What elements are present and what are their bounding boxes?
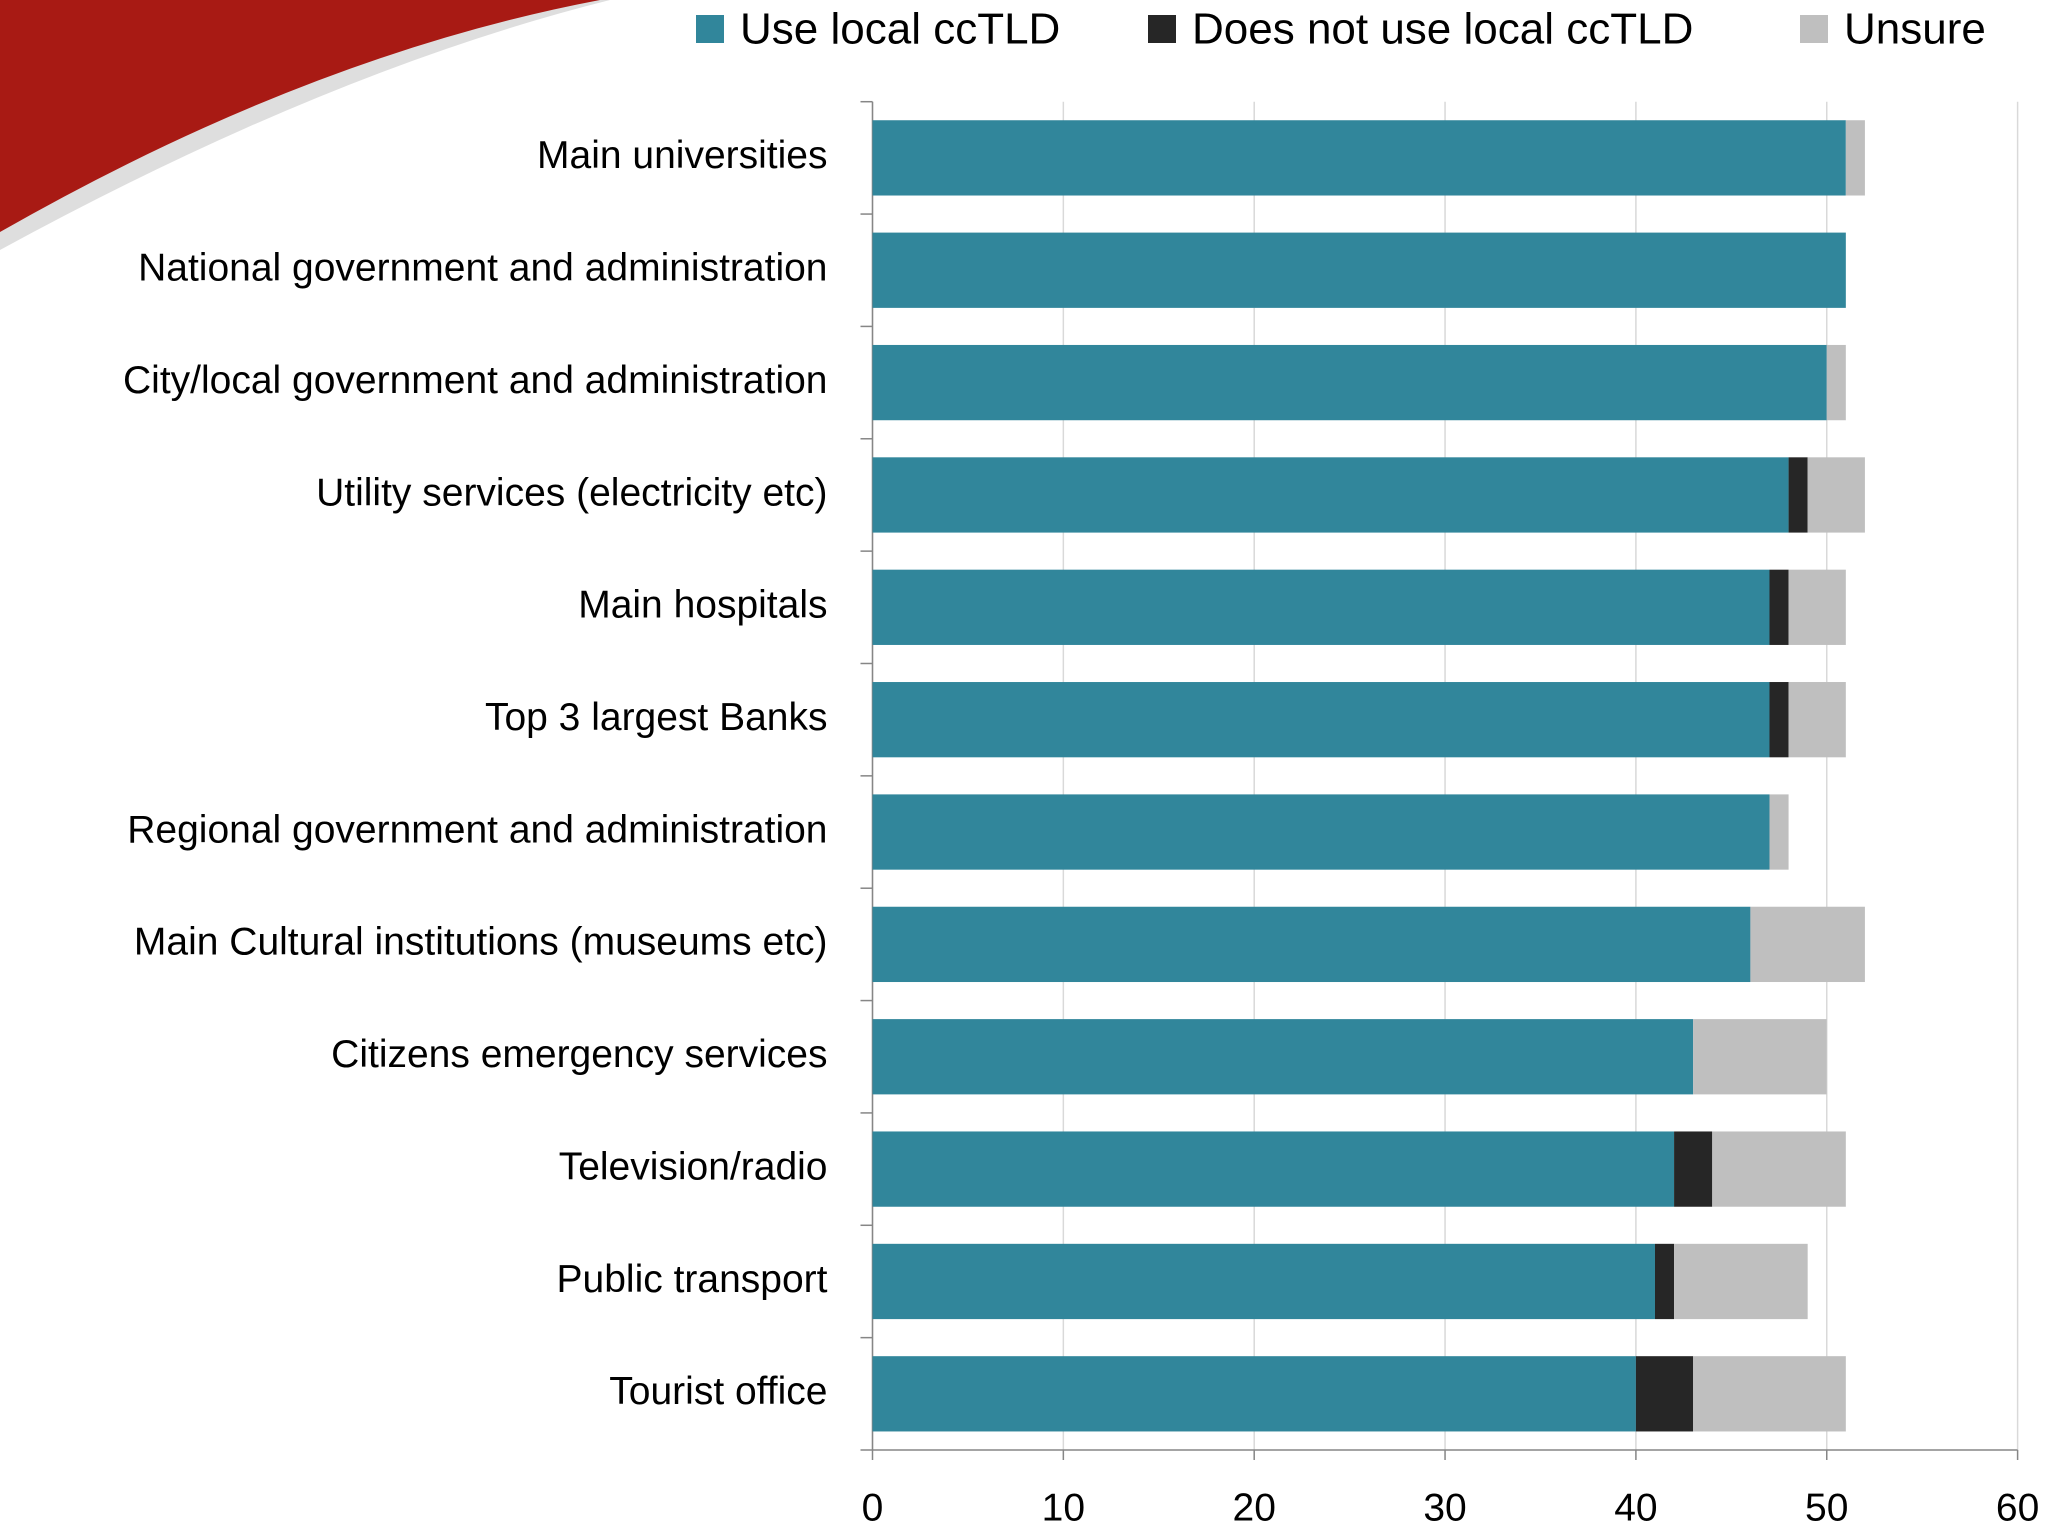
- bar-segment: [1826, 344, 1846, 421]
- legend-label: Does not use local ccTLD: [1192, 5, 1693, 54]
- legend-swatch: [1800, 15, 1828, 43]
- category-label: Regional government and administration: [127, 808, 827, 851]
- category-label: Main hospitals: [578, 584, 827, 627]
- bar-segment: [1693, 1019, 1827, 1095]
- bar-segment: [1788, 682, 1846, 758]
- category-label: Public transport: [557, 1258, 828, 1301]
- category-label: Citizens emergency services: [331, 1033, 827, 1076]
- bar-segment: [1788, 569, 1846, 645]
- bar-segment: [1750, 906, 1865, 983]
- category-label: Top 3 largest Banks: [485, 696, 828, 739]
- category-label: Main Cultural institutions (museums etc): [134, 921, 828, 964]
- x-tick-label: 40: [1614, 1486, 1657, 1525]
- bar-segment: [872, 682, 1770, 758]
- bar-segment: [872, 1356, 1636, 1432]
- category-label: National government and administration: [138, 247, 827, 290]
- bar-segment: [1845, 120, 1865, 196]
- bar-segment: [1674, 1243, 1808, 1320]
- x-tick-label: 60: [1996, 1486, 2039, 1525]
- bar-segment: [1635, 1356, 1694, 1432]
- bar-segment: [1769, 682, 1789, 758]
- bar-segment: [872, 457, 1789, 533]
- x-tick-label: 50: [1805, 1486, 1848, 1525]
- category-label: City/local government and administration: [123, 359, 828, 402]
- x-tick-label: 10: [1042, 1486, 1085, 1525]
- bar-segment: [1769, 794, 1789, 870]
- legend-label: Unsure: [1844, 5, 1986, 54]
- bar-segment: [872, 120, 1846, 196]
- legend-swatch: [696, 15, 724, 43]
- bar-segment: [1769, 569, 1789, 645]
- bar-segment: [872, 906, 1751, 983]
- x-tick-label: 30: [1423, 1486, 1466, 1525]
- bar-segment: [872, 1243, 1655, 1320]
- bar-segment: [872, 344, 1827, 421]
- bar-segment: [1654, 1243, 1675, 1320]
- bar-segment: [872, 1019, 1694, 1095]
- bar-segment: [872, 232, 1846, 308]
- category-label: Utility services (electricity etc): [316, 471, 827, 514]
- category-label: Television/radio: [559, 1145, 828, 1188]
- category-label: Main universities: [537, 134, 827, 177]
- x-tick-label: 20: [1233, 1486, 1276, 1525]
- legend-label: Use local ccTLD: [740, 5, 1060, 54]
- bar-segment: [1712, 1131, 1846, 1207]
- bar-segment: [872, 569, 1770, 645]
- decor-swoosh: [0, 0, 600, 232]
- bar-segment: [872, 794, 1770, 870]
- legend-swatch: [1148, 15, 1176, 43]
- bar-segment: [1674, 1131, 1713, 1207]
- x-tick-label: 0: [862, 1486, 884, 1525]
- bar-segment: [872, 1131, 1675, 1207]
- bar-segment: [1788, 457, 1808, 533]
- bar-segment: [1693, 1356, 1846, 1432]
- bar-segment: [1807, 457, 1865, 533]
- category-label: Tourist office: [609, 1370, 827, 1413]
